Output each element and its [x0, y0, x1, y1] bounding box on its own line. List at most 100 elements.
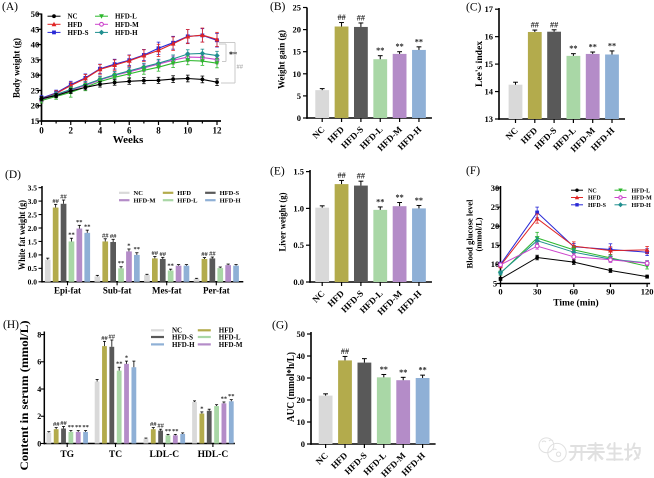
- svg-text:2: 2: [69, 126, 74, 136]
- svg-text:HFD-S: HFD-S: [68, 29, 89, 37]
- svg-text:1.0: 1.0: [293, 203, 304, 213]
- svg-text:TG: TG: [60, 450, 74, 460]
- svg-text:**: **: [376, 46, 384, 55]
- svg-text:HFD-L: HFD-L: [177, 197, 198, 204]
- svg-text:##: ##: [338, 171, 346, 180]
- svg-text:HFD-H: HFD-H: [172, 341, 195, 349]
- svg-text:NC: NC: [588, 188, 597, 194]
- svg-text:##: ##: [110, 233, 117, 240]
- svg-text:0: 0: [301, 439, 305, 449]
- svg-text:##: ##: [160, 251, 167, 258]
- svg-text:Lee's index: Lee's index: [475, 41, 485, 87]
- svg-text:2.5: 2.5: [28, 210, 38, 219]
- svg-text:2: 2: [37, 412, 41, 421]
- svg-text:*: *: [125, 355, 128, 362]
- svg-text:40: 40: [297, 351, 306, 361]
- svg-text:4: 4: [98, 126, 103, 136]
- svg-text:0.5: 0.5: [28, 264, 38, 273]
- svg-text:(B): (B): [270, 1, 286, 13]
- svg-text:2.0: 2.0: [28, 224, 38, 233]
- svg-text:**: **: [229, 50, 237, 59]
- svg-text:5: 5: [493, 278, 497, 288]
- svg-text:**: **: [116, 361, 123, 368]
- svg-text:HFD-L: HFD-L: [115, 13, 137, 21]
- svg-text:##: ##: [60, 194, 67, 201]
- svg-text:1.5: 1.5: [293, 167, 304, 177]
- svg-text:Time (min): Time (min): [553, 298, 598, 309]
- svg-text:HFD-S: HFD-S: [220, 190, 240, 197]
- svg-text:45: 45: [31, 24, 40, 34]
- svg-text:15: 15: [31, 116, 40, 126]
- svg-text:**: **: [396, 42, 404, 51]
- svg-text:##: ##: [102, 232, 109, 239]
- svg-text:White fat weight (g): White fat weight (g): [17, 200, 28, 270]
- svg-text:(mmol/L): (mmol/L): [474, 217, 484, 251]
- svg-text:**: **: [419, 366, 427, 375]
- svg-text:##: ##: [341, 347, 349, 356]
- svg-text:(H): (H): [3, 319, 19, 331]
- svg-text:16: 16: [485, 32, 494, 42]
- svg-text:##: ##: [201, 251, 208, 258]
- svg-text:5: 5: [297, 91, 301, 101]
- svg-text:HFD: HFD: [219, 327, 234, 335]
- svg-text:8: 8: [37, 330, 41, 339]
- svg-text:20: 20: [293, 25, 302, 35]
- svg-text:1.5: 1.5: [28, 237, 38, 246]
- svg-text:15: 15: [485, 59, 494, 69]
- svg-text:NC: NC: [172, 327, 182, 335]
- svg-text:##: ##: [157, 423, 164, 430]
- svg-text:0.0: 0.0: [293, 277, 304, 287]
- svg-text:**: **: [415, 37, 423, 46]
- svg-text:**: **: [167, 263, 174, 270]
- svg-text:1.0: 1.0: [28, 251, 38, 260]
- svg-text:HFD-M: HFD-M: [134, 197, 156, 204]
- svg-text:4: 4: [37, 385, 41, 394]
- svg-text:90: 90: [606, 287, 615, 297]
- svg-text:HFD-M: HFD-M: [115, 21, 139, 29]
- svg-text:(F): (F): [466, 165, 480, 177]
- svg-text:**: **: [165, 428, 172, 435]
- svg-text:Content in serum (mmol/L): Content in serum (mmol/L): [19, 320, 31, 470]
- svg-text:12: 12: [213, 126, 223, 136]
- svg-text:10: 10: [297, 417, 306, 427]
- svg-text:##: ##: [60, 420, 67, 427]
- svg-text:**: **: [68, 232, 75, 239]
- svg-text:Mes-fat: Mes-fat: [152, 286, 181, 296]
- svg-text:17: 17: [485, 4, 494, 14]
- svg-text:(G): (G): [272, 320, 288, 332]
- svg-text:20: 20: [491, 221, 500, 231]
- svg-text:15: 15: [491, 240, 500, 250]
- svg-text:**: **: [589, 43, 597, 52]
- svg-text:HFD: HFD: [588, 196, 601, 202]
- svg-text:##: ##: [209, 251, 216, 258]
- svg-text:**: **: [399, 368, 407, 377]
- svg-text:**: **: [608, 41, 616, 50]
- svg-text:##: ##: [550, 20, 558, 29]
- svg-text:##: ##: [101, 335, 108, 342]
- svg-text:**: **: [134, 246, 141, 253]
- svg-text:**: **: [75, 424, 82, 431]
- svg-text:30: 30: [31, 70, 40, 80]
- svg-text:Blood glucose level: Blood glucose level: [465, 199, 475, 269]
- svg-text:##: ##: [53, 421, 60, 428]
- svg-text:0: 0: [39, 126, 44, 136]
- svg-text:6: 6: [37, 358, 41, 367]
- svg-text:**: **: [118, 260, 125, 267]
- svg-text:10: 10: [293, 69, 302, 79]
- svg-text:HFD-S: HFD-S: [172, 333, 193, 341]
- svg-text:HFD: HFD: [68, 21, 83, 29]
- svg-text:25: 25: [491, 202, 500, 212]
- svg-text:20: 20: [297, 395, 306, 405]
- svg-text:*: *: [127, 243, 130, 250]
- svg-text:##: ##: [52, 198, 59, 205]
- svg-text:HFD-L: HFD-L: [632, 188, 651, 194]
- svg-text:3.0: 3.0: [28, 197, 38, 206]
- svg-text:##: ##: [357, 14, 365, 23]
- svg-text:25: 25: [293, 3, 302, 13]
- svg-text:25: 25: [31, 85, 40, 95]
- svg-text:0: 0: [37, 439, 41, 448]
- svg-text:(A): (A): [2, 1, 18, 13]
- svg-text:**: **: [82, 424, 89, 431]
- svg-text:40: 40: [31, 40, 40, 50]
- svg-text:HDL-C: HDL-C: [198, 450, 229, 460]
